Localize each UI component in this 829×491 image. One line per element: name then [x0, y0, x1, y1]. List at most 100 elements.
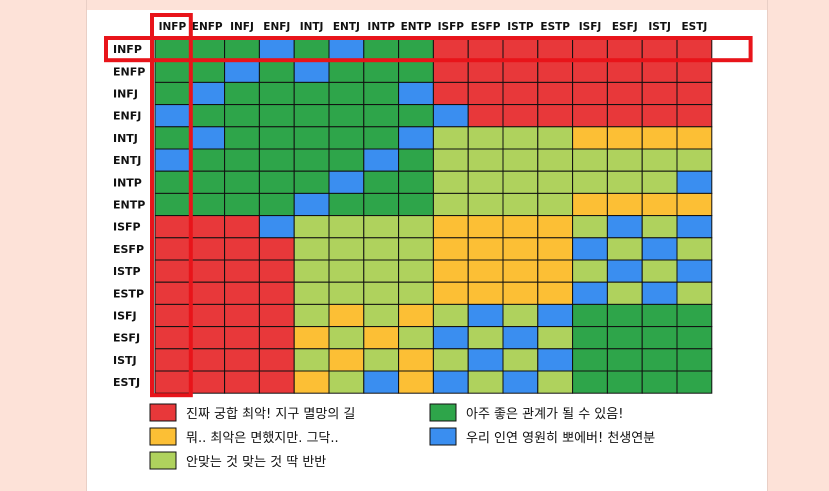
cell-istj-esfp — [467, 348, 504, 372]
cell-intp-istp — [502, 170, 539, 194]
cell-isfj-enfp — [189, 303, 226, 328]
cell-estj-estp — [537, 370, 574, 394]
cell-istj-infj — [224, 348, 260, 372]
cell-istp-entp — [398, 259, 434, 283]
cell-intj-isfj — [572, 126, 608, 150]
cell-esfp-intp — [363, 237, 400, 261]
cell-estp-esfj — [606, 281, 643, 305]
cell-intj-infp — [154, 126, 191, 150]
cell-entp-isfp — [432, 192, 469, 217]
cell-esfj-intj — [293, 326, 330, 350]
cell-istp-estj — [676, 259, 713, 283]
cell-infp-infp — [154, 37, 191, 61]
cell-entj-isfj — [572, 148, 608, 172]
cell-enfj-intj — [293, 104, 330, 128]
row-label-intj: INTJ — [113, 132, 138, 145]
cell-istj-infp — [154, 348, 191, 372]
cell-isfp-estp — [537, 215, 574, 239]
cell-intj-esfp — [467, 126, 504, 150]
legend-swatch-o — [149, 427, 177, 446]
row-label-estp: ESTP — [113, 287, 144, 300]
cell-enfp-enfj — [258, 59, 295, 83]
cell-isfp-intj — [293, 215, 330, 239]
column-label-istj: ISTJ — [648, 21, 671, 33]
cell-enfj-enfp — [189, 104, 226, 128]
cell-esfj-entp — [398, 326, 434, 350]
cell-estp-estp — [537, 281, 574, 305]
cell-estj-estj — [676, 370, 713, 394]
legend-label-y: 안맞는 것 맞는 것 딱 반반 — [186, 455, 326, 470]
row-label-isfp: ISFP — [113, 221, 141, 234]
row-label-entj: ENTJ — [113, 154, 141, 167]
row-label-istp: ISTP — [113, 265, 141, 278]
cell-infj-infp — [154, 81, 191, 106]
cell-isfp-enfj — [258, 215, 295, 239]
cell-entp-enfj — [258, 192, 295, 217]
cell-infp-istp — [502, 37, 539, 61]
cell-esfp-entp — [398, 237, 434, 261]
cell-intp-istj — [641, 170, 678, 194]
cell-enfj-entj — [328, 104, 365, 128]
cell-enfp-entj — [328, 59, 365, 83]
cell-istj-entp — [398, 348, 434, 372]
cell-esfj-infj — [224, 326, 260, 350]
cell-esfj-istp — [502, 326, 539, 350]
cell-isfp-infp — [154, 215, 191, 239]
cell-enfp-isfp — [432, 59, 469, 83]
cell-istp-esfj — [606, 259, 643, 283]
row-label-infp: INFP — [113, 43, 142, 56]
legend-label-r: 진짜 궁합 최악! 지구 멸망의 길 — [186, 407, 355, 422]
cell-isfp-isfj — [572, 215, 608, 239]
cell-enfj-isfj — [572, 104, 608, 128]
cell-esfj-estj — [676, 326, 713, 350]
cell-estj-intp — [363, 370, 400, 394]
cell-istp-estp — [537, 259, 574, 283]
column-label-estp: ESTP — [540, 21, 570, 33]
cell-istp-infp — [154, 259, 191, 283]
cell-infp-entj — [328, 37, 365, 61]
cell-isfp-entp — [398, 215, 434, 239]
cell-infp-intp — [363, 37, 400, 61]
cell-intj-entp — [398, 126, 434, 150]
column-label-estj: ESTJ — [681, 21, 707, 33]
cell-estj-esfp — [467, 370, 504, 394]
cell-entj-infj — [224, 148, 260, 172]
cell-intp-intj — [293, 170, 330, 194]
cell-istj-esfj — [606, 348, 643, 372]
cell-entj-enfp — [189, 148, 226, 172]
cell-intp-intp — [363, 170, 400, 194]
cell-istj-isfp — [432, 348, 469, 372]
cell-istj-intp — [363, 348, 400, 372]
cell-entp-infj — [224, 192, 260, 217]
cell-infp-istj — [641, 37, 678, 61]
cell-infj-isfj — [572, 81, 608, 106]
cell-esfj-isfj — [572, 326, 608, 350]
cell-enfp-infj — [224, 59, 260, 83]
cell-estp-isfj — [572, 281, 608, 305]
legend-label-o: 뭐.. 최악은 면했지만. 그닥.. — [186, 430, 339, 446]
cell-enfp-estp — [537, 59, 574, 83]
cell-istj-enfj — [258, 348, 295, 372]
column-label-intp: INTP — [367, 21, 395, 33]
cell-estp-esfp — [467, 281, 504, 305]
cell-istp-intj — [293, 259, 330, 283]
cell-isfj-entj — [328, 303, 365, 328]
cell-esfp-enfj — [258, 237, 295, 261]
cell-intj-istp — [502, 126, 539, 150]
cell-entj-entj — [328, 148, 365, 172]
cell-intp-entj — [328, 170, 365, 194]
legend-label-b: 우리 인연 영원히 뽀에버! 천생연분 — [466, 431, 655, 446]
cell-infj-intp — [363, 81, 400, 106]
column-label-isfj: ISFJ — [579, 21, 602, 33]
cell-entp-isfj — [572, 192, 608, 217]
cell-enfj-istp — [502, 104, 539, 128]
cell-entj-enfj — [258, 148, 295, 172]
cell-esfj-infp — [154, 326, 191, 350]
cell-esfp-isfj — [572, 237, 608, 261]
cell-enfp-intp — [363, 59, 400, 83]
cell-isfj-enfj — [258, 303, 295, 328]
cell-intj-entj — [328, 126, 365, 150]
column-label-infp: INFP — [159, 21, 187, 33]
cell-estj-entp — [398, 370, 434, 394]
cell-istp-isfj — [572, 259, 608, 283]
